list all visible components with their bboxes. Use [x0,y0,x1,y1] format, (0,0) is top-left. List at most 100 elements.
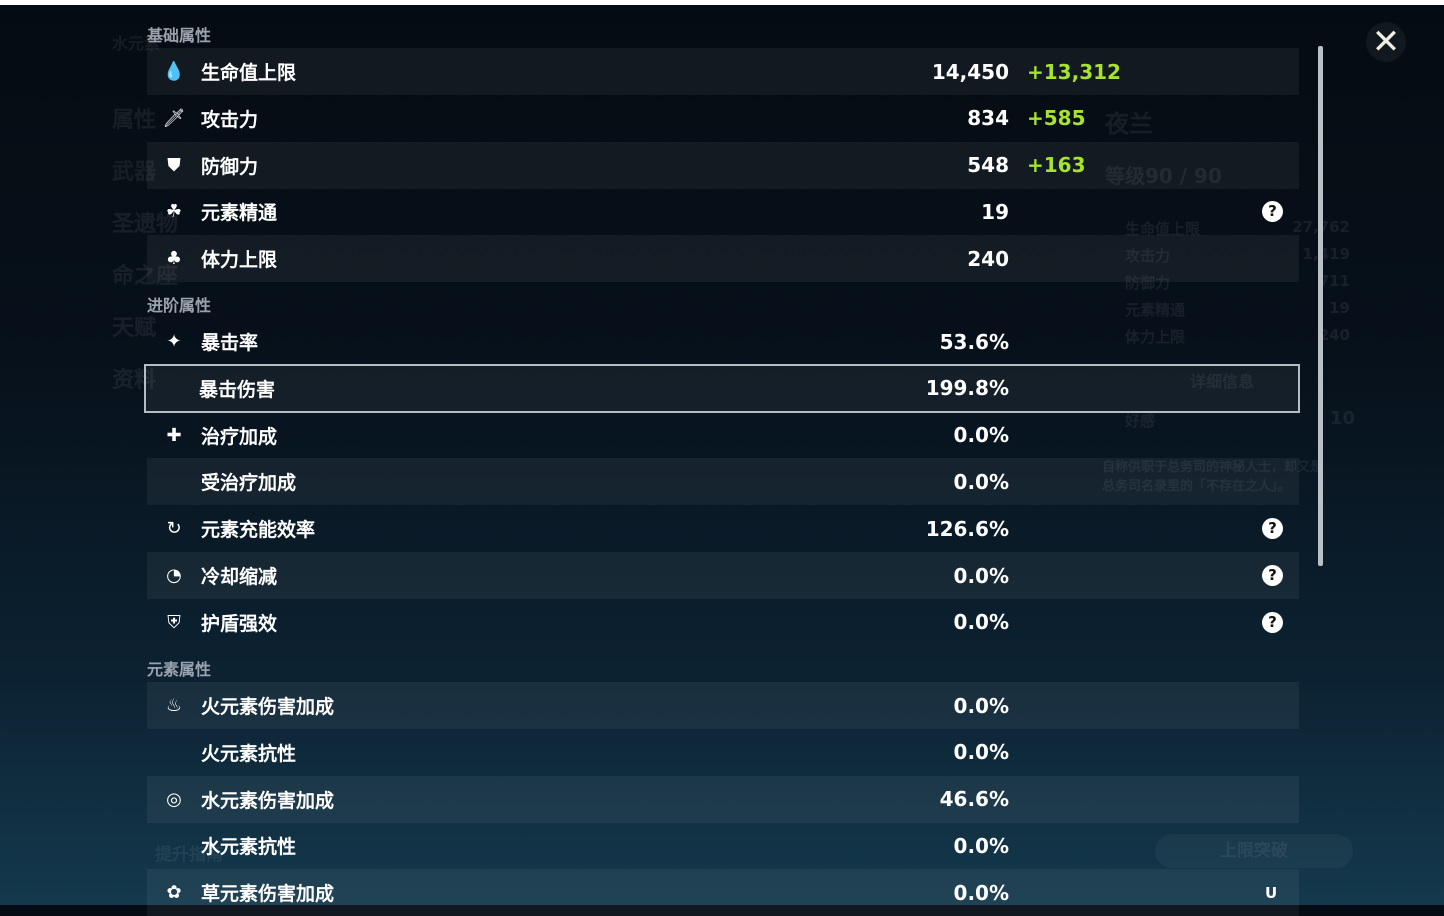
bg-details-button: 详细信息 [1190,372,1255,391]
stat-value: 0.0% [953,563,1009,588]
bg-mini-stat-value: 1,419 [1302,245,1350,263]
bg-mini-stat-label: 体力上限 [1125,328,1186,346]
stat-row[interactable]: 🗡 攻击力 834 +585 [147,95,1299,142]
bg-mini-stat-label: 生命值上限 [1125,220,1201,238]
bg-mini-stat-label: 攻击力 [1125,247,1171,265]
stat-value: 0.0% [953,740,1009,765]
stat-label: 受治疗加成 [201,472,297,495]
stat-value: 548 [967,153,1009,178]
stat-row[interactable]: ◔ 冷却缩减 0.0%? [147,552,1299,599]
stat-value: 53.6% [939,329,1009,354]
stat-label: 体力上限 [201,249,278,272]
stat-value: 0.0% [953,423,1009,448]
bg-character-name: 夜兰 [1105,110,1153,138]
stat-value: 126.6% [925,516,1009,541]
section-title: 元素属性 [147,660,212,679]
help-icon[interactable]: ? [1262,611,1283,633]
stat-label: 冷却缩减 [201,566,278,588]
hp-drop-icon: 💧 [162,61,186,82]
uid-label: U [1265,884,1278,902]
stat-row[interactable]: 火元素抗性 0.0% [147,729,1299,776]
stat-value: 834 [967,106,1009,131]
stat-bonus: +13,312 [1027,59,1121,84]
stat-value: 240 [967,246,1009,271]
bg-sidebar-item: 属性 [112,108,157,133]
stat-label: 生命值上限 [201,62,297,84]
stat-label: 水元素伤害加成 [201,789,335,812]
stat-bonus: +585 [1027,106,1086,131]
help-icon[interactable]: ? [1262,565,1283,586]
stat-row[interactable]: 受治疗加成 0.0% [147,458,1299,506]
bg-description: 自称供职于总务司的神秘人士，却又是总务司名录里的「不存在之人」。 [1102,460,1324,494]
section-title: 基础属性 [147,26,212,45]
healing-icon: ✚ [166,424,182,446]
stat-row[interactable]: ✦ 暴击率 53.6% [147,318,1299,365]
stat-row[interactable]: ↻ 元素充能效率 126.6%? [147,505,1299,552]
bg-level: 等级90 / 90 [1105,164,1222,188]
stat-value: 0.0% [953,880,1009,905]
hydro-icon: ◎ [166,788,182,810]
shield-icon: ⛊ [167,154,181,176]
stat-row[interactable]: 暴击伤害 199.8% [144,363,1300,413]
stat-row[interactable]: ☘ 元素精通 19? [147,188,1299,235]
bg-sidebar-item: 武器 [112,160,157,185]
bg-friendship-label: 好感 [1125,412,1156,430]
stat-row[interactable]: ✚ 治疗加成 0.0% [147,412,1299,459]
stat-row[interactable]: 水元素抗性 0.0% [147,822,1299,869]
stat-row[interactable]: ♣ 体力上限 240 [147,235,1299,283]
stat-value: 14,450 [931,59,1009,84]
stat-row[interactable]: ⛨ 护盾强效 0.0%? [147,599,1299,646]
help-icon[interactable]: ? [1262,201,1283,223]
stat-value: 199.8% [925,376,1009,401]
stat-value: 0.0% [953,610,1009,635]
stat-label: 火元素抗性 [201,742,297,765]
stat-bonus: +163 [1027,153,1086,178]
stat-row[interactable]: ♨ 火元素伤害加成 0.0% [147,682,1299,729]
bg-sidebar-item: 天赋 [112,316,157,341]
bg-sidebar-item: 资料 [112,368,157,393]
bg-friendship: 10 [1330,408,1356,429]
stat-row[interactable]: 💧 生命值上限 14,450 +13,312 [147,48,1299,95]
stat-value: 0.0% [953,469,1009,494]
shield-strength-icon: ⛨ [167,611,181,633]
bg-sidebar-item: 命之座 [112,264,179,289]
bg-ascend-button: 上限突破 [1155,834,1353,868]
stat-row[interactable]: ◎ 水元素伤害加成 46.6% [147,775,1299,823]
bg-sidebar-item: 圣遗物 [112,212,179,237]
elemental-mastery-icon: ☘ [165,201,183,223]
stat-label: 元素精通 [201,202,278,225]
stat-label: 护盾强效 [201,612,278,635]
stat-value: 0.0% [953,833,1009,858]
stat-label: 防御力 [201,155,259,178]
stat-row[interactable]: ✿ 草元素伤害加成 0.0% [147,869,1299,916]
stat-label: 水元素抗性 [201,836,297,859]
cooldown-icon: ◔ [166,565,182,586]
stat-value: 19 [981,199,1009,224]
bg-upgrade-button: 提升指南 [155,845,223,865]
stat-label: 草元素伤害加成 [201,883,335,906]
bg-mini-stat-value: 711 [1318,272,1350,290]
stat-value: 0.0% [953,693,1009,718]
top-strip [0,0,1444,5]
energy-recharge-icon: ↻ [166,518,182,540]
help-icon[interactable]: ? [1262,518,1283,540]
stat-value: 46.6% [939,787,1009,812]
close-button[interactable]: ✕ [1366,22,1406,62]
stat-label: 暴击率 [201,332,259,354]
bg-mini-stat-value: 240 [1318,326,1350,344]
stat-row[interactable]: ⛊ 防御力 548 +163 [147,141,1299,189]
stat-label: 攻击力 [201,108,259,131]
crit-rate-icon: ✦ [166,331,182,352]
stat-label: 元素充能效率 [201,519,316,542]
stat-label: 火元素伤害加成 [201,696,335,718]
bg-mini-stat-label: 防御力 [1125,274,1171,292]
stamina-icon: ♣ [165,248,183,270]
pyro-icon: ♨ [165,695,183,716]
scrollbar[interactable] [1318,46,1323,566]
bg-mini-stat-value: 19 [1329,299,1350,317]
dendro-icon: ✿ [166,882,182,904]
stat-label: 治疗加成 [201,425,278,448]
sword-icon: 🗡 [162,107,186,129]
stat-label: 暴击伤害 [199,378,276,401]
bg-mini-stat-label: 元素精通 [1125,301,1186,319]
